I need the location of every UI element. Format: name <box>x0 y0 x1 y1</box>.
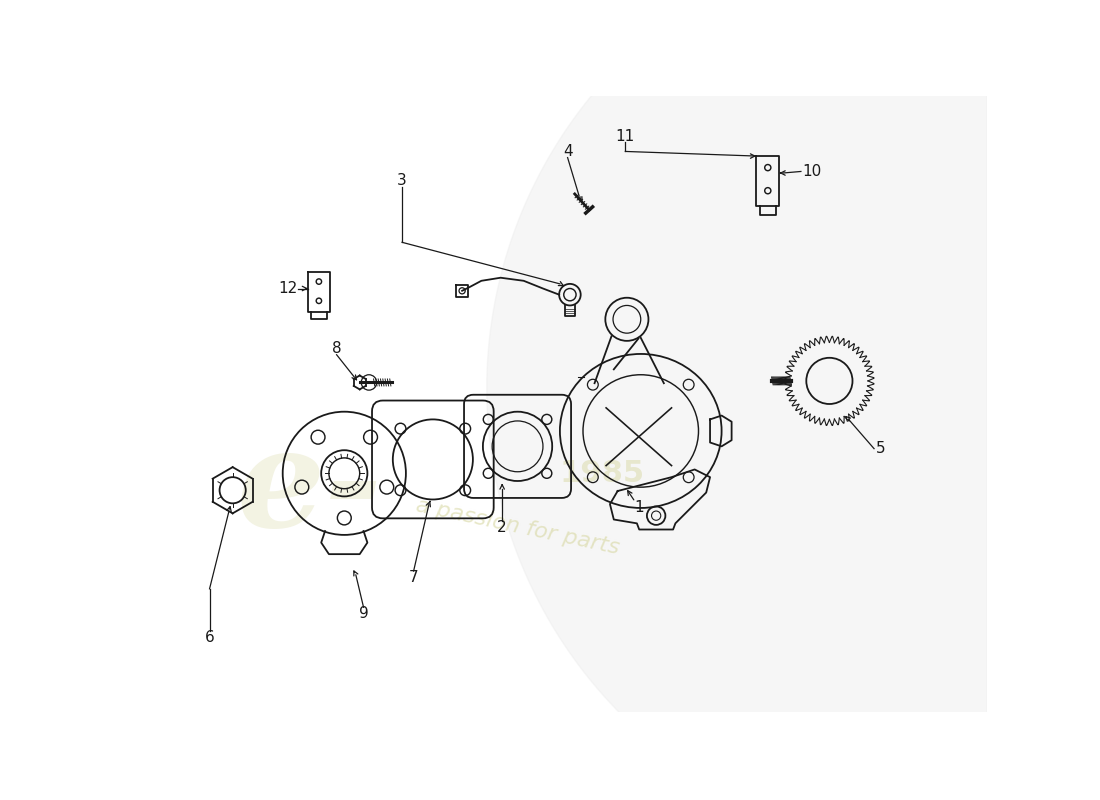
Text: 1985: 1985 <box>560 459 645 488</box>
Polygon shape <box>487 34 988 742</box>
Text: 6: 6 <box>205 630 214 645</box>
Text: e-: e- <box>236 422 383 556</box>
Text: 4: 4 <box>563 144 572 159</box>
Text: 7: 7 <box>409 570 418 585</box>
Text: a passion for parts: a passion for parts <box>414 496 622 558</box>
Text: 9: 9 <box>359 606 369 621</box>
Text: 3: 3 <box>397 174 407 188</box>
Text: 1: 1 <box>635 501 643 515</box>
Text: 11: 11 <box>616 129 635 143</box>
Text: 8: 8 <box>332 341 341 356</box>
Text: 12: 12 <box>278 281 298 296</box>
Text: 10: 10 <box>802 164 822 179</box>
Text: 5: 5 <box>877 441 886 456</box>
Text: 2: 2 <box>497 520 507 534</box>
